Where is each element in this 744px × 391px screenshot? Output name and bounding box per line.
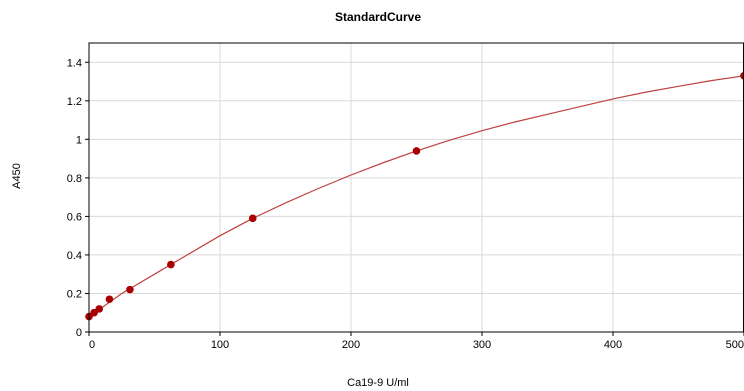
data-point: [95, 305, 104, 313]
data-point: [248, 214, 257, 223]
y-tick-label: 0.6: [67, 211, 82, 223]
y-tick-label: 0: [76, 327, 82, 339]
x-axis-label: Ca19-9 U/ml: [347, 377, 409, 389]
y-tick-label: 1: [76, 134, 82, 146]
x-tick-label: 100: [211, 339, 229, 351]
data-point: [412, 147, 421, 155]
data-point: [167, 260, 175, 269]
data-point: [126, 285, 134, 294]
chart-title: StandardCurve: [335, 10, 421, 24]
y-axis-ticks: 0 0.2 0.4 0.6 0.8 1 1.2 1.4: [67, 57, 89, 339]
x-tick-label: 300: [473, 339, 491, 351]
x-tick-label: 500: [726, 339, 744, 351]
x-tick-label: 200: [342, 339, 360, 351]
data-points: [85, 71, 744, 321]
y-tick-label: 0.8: [67, 173, 82, 185]
data-point: [105, 295, 114, 304]
x-tick-label: 400: [604, 339, 622, 351]
x-axis-ticks: 0 100 200 300 400 500: [88, 332, 744, 351]
y-tick-label: 0.2: [67, 288, 82, 300]
y-tick-label: 0.4: [67, 250, 82, 262]
y-axis-label: A450: [11, 163, 23, 189]
x-tick-label: 0: [89, 339, 95, 351]
grid-lines: [89, 43, 744, 332]
y-tick-label: 1.4: [67, 57, 82, 69]
y-tick-label: 1.2: [67, 96, 82, 108]
